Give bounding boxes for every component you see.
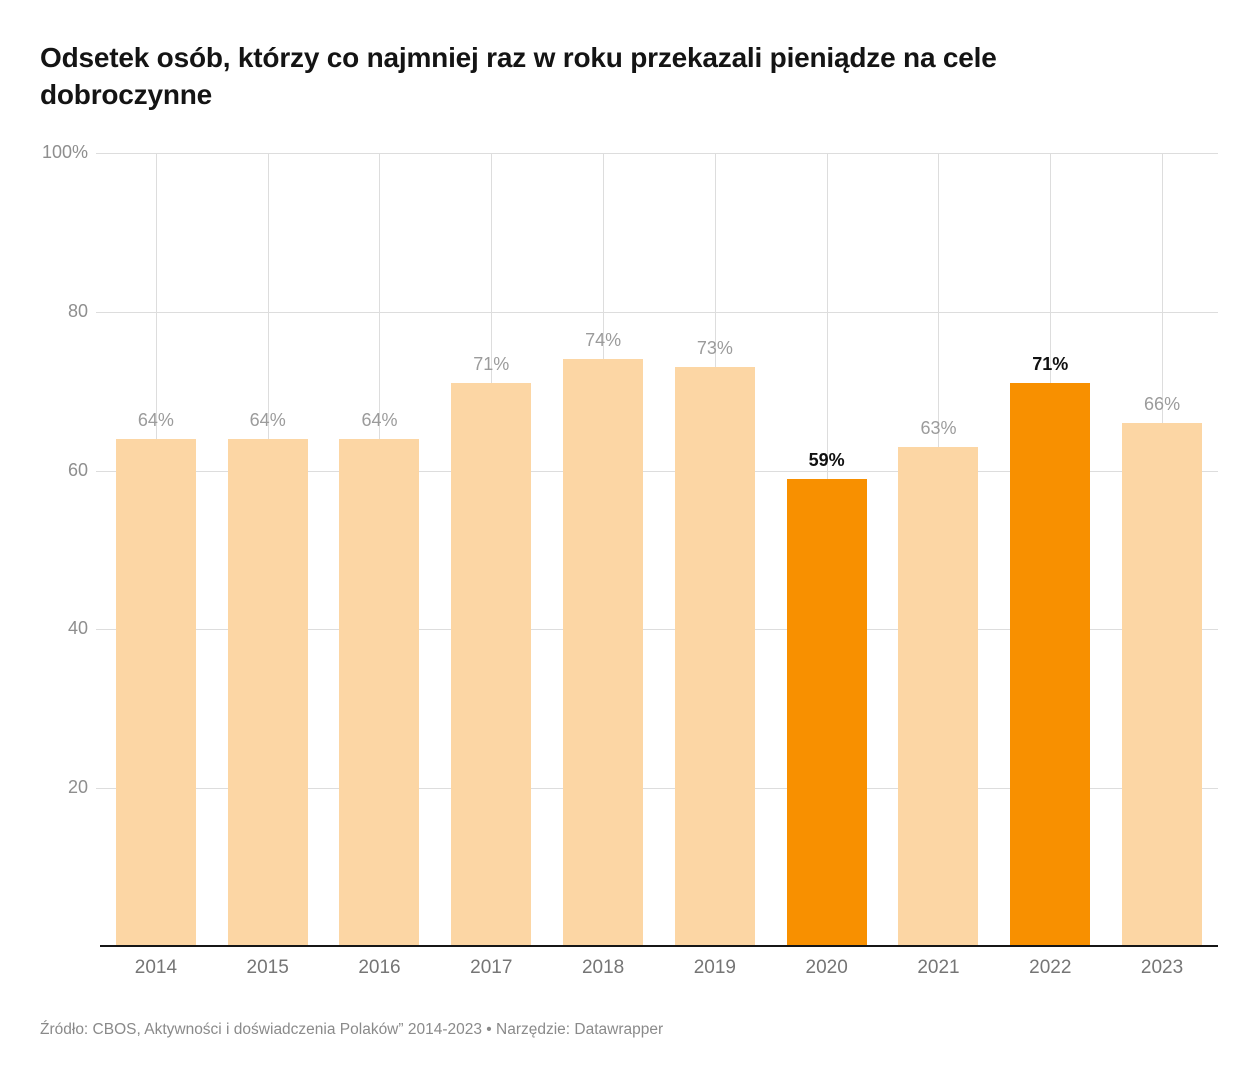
bar-column-2015: 64% (212, 153, 324, 947)
bar-2021 (898, 446, 979, 947)
bar-value-label-2020: 59% (808, 449, 845, 470)
x-axis-label-2015: 2015 (246, 957, 289, 978)
y-tick-label-80: 80 (67, 300, 88, 321)
bar-column-2014: 64% (100, 153, 212, 947)
bar-column-2022: 71% (994, 153, 1106, 947)
x-axis-label-2023: 2023 (1140, 957, 1184, 978)
x-axis-label-2022: 2022 (1029, 957, 1072, 978)
bars-row: 64% 64% 64% 71% 74% 73% 59% 63% 71% 66% (100, 153, 1218, 947)
y-tick-label-40: 40 (67, 618, 88, 639)
x-axis-label-2021: 2021 (917, 957, 960, 978)
bar-column-2023: 66% (1106, 153, 1218, 947)
y-tick-label-60: 60 (67, 459, 88, 480)
h-gridline-20 (96, 788, 1218, 790)
bar-value-label-2017: 71% (473, 354, 510, 375)
h-gridline-80 (96, 311, 1218, 313)
bar-column-2017: 71% (435, 153, 547, 947)
bar-2017 (451, 383, 532, 947)
x-axis-label-2020: 2020 (805, 957, 848, 978)
x-axis-label-2018: 2018 (581, 957, 625, 978)
x-axis-label-2019: 2019 (693, 957, 737, 978)
bar-2020 (786, 478, 867, 947)
y-tick-label-20: 20 (67, 777, 88, 798)
x-axis-label-2017: 2017 (470, 957, 513, 978)
bar-column-2019: 73% (659, 153, 771, 947)
bar-value-label-2023: 66% (1144, 393, 1181, 414)
bar-2014 (115, 438, 196, 947)
plot-area: 100% 80 60 40 20 64% 64% 64% 71% 74% 73% 59% 63% 71%… (42, 142, 1218, 947)
bar-2023 (1122, 422, 1203, 947)
gridlines (96, 153, 1218, 947)
h-gridline-40 (96, 629, 1218, 631)
h-gridline-100 (96, 153, 1218, 154)
x-axis-label-2016: 2016 (358, 957, 401, 978)
bar-value-label-2016: 64% (361, 409, 398, 430)
chart-title: Odsetek osób, którzy co najmniej raz w r… (40, 42, 997, 110)
bar-column-2016: 64% (324, 153, 436, 947)
bar-column-2018: 74% (547, 153, 659, 947)
x-axis-labels: 2014 2015 2016 2017 2018 2019 2020 2021 2022 2023 (100, 957, 1218, 979)
bar-2019 (674, 367, 755, 947)
bar-2022 (1010, 383, 1091, 947)
y-tick-label-100: 100% (41, 142, 88, 163)
bar-value-label-2018: 74% (585, 330, 622, 351)
bar-value-label-2021: 63% (920, 417, 957, 438)
bar-value-label-2015: 64% (249, 409, 286, 430)
bar-value-label-2014: 64% (137, 409, 174, 430)
h-gridline-60 (96, 470, 1218, 472)
bar-2018 (563, 359, 644, 947)
x-axis-line (100, 945, 1218, 947)
bar-2015 (227, 438, 308, 947)
source-note: Źródło: CBOS, Aktywności i doświadczenia… (40, 1021, 664, 1038)
bar-value-label-2019: 73% (696, 338, 733, 359)
bar-value-label-2022: 71% (1032, 354, 1069, 375)
x-axis-label-2014: 2014 (134, 957, 178, 978)
bar-2016 (339, 438, 420, 947)
bar-column-2021: 63% (883, 153, 995, 947)
bar-column-2020: 59% (771, 153, 883, 947)
